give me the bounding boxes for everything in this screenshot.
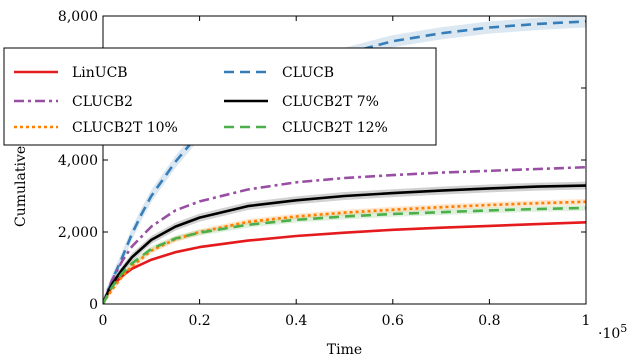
x-tick-label: 0.8 [478, 313, 500, 329]
x-multiplier-base: ·10 [598, 326, 620, 342]
band-clucb2t-10pct [103, 198, 586, 304]
series-line-clucb2t-7pct [103, 184, 586, 304]
legend-label-clucb2t-10pct: CLUCB2T 10% [72, 120, 178, 136]
legend-label-clucb2: CLUCB2 [72, 94, 133, 110]
series-line-clucb2t-12pct [103, 206, 586, 304]
x-tick-label: 1 [582, 313, 591, 329]
series-line-clucb2 [103, 165, 586, 304]
series-line-linucb [103, 221, 586, 304]
x-axis-title: Time [327, 342, 362, 358]
series-line-clucb2t-10pct [103, 200, 586, 304]
legend-label-linucb: LinUCB [72, 65, 128, 81]
x-axis-multiplier: ·105 [598, 322, 627, 342]
legend: LinUCB CLUCB CLUCB2 CLUCB2T 7% CLUCB2T 10% CL… [3, 47, 437, 146]
y-tick-label: 8,000 [58, 9, 98, 25]
band-clucb2t-7pct [103, 181, 586, 304]
legend-label-clucb: CLUCB [282, 65, 334, 81]
x-tick-label: 0.2 [188, 313, 210, 329]
x-tick-label: 0 [99, 313, 108, 329]
x-tick-label: 0.6 [382, 313, 404, 329]
band-clucb2t-12pct [103, 205, 586, 304]
y-tick-label: 4,000 [58, 153, 98, 169]
x-tick-label: 0.4 [285, 313, 307, 329]
y-tick-label: 0 [89, 297, 98, 313]
x-multiplier-exponent: 5 [620, 322, 627, 335]
legend-label-clucb2t-12pct: CLUCB2T 12% [282, 120, 388, 136]
y-tick-label: 2,000 [58, 225, 98, 241]
legend-label-clucb2t-7pct: CLUCB2T 7% [282, 94, 379, 110]
legend-box [3, 47, 437, 146]
